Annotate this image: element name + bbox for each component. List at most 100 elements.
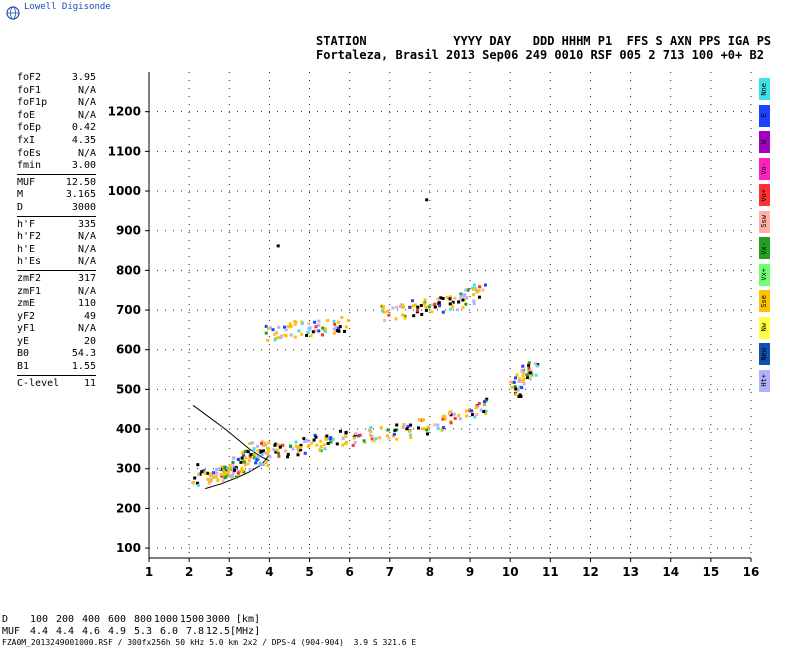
echo-point — [484, 283, 487, 287]
echo-point — [525, 373, 529, 377]
echo-point — [299, 446, 303, 450]
echo-point — [344, 430, 348, 434]
echo-point — [482, 401, 486, 405]
table-row: MUF 4.4 4.4 4.6 4.9 5.3 6.0 7.8 12.5 [MHz] — [2, 626, 260, 638]
echo-point — [264, 324, 268, 328]
echo-point — [252, 448, 256, 452]
echo-point — [237, 469, 240, 473]
echo-point — [403, 314, 407, 318]
x-tick-label: 12 — [582, 565, 599, 579]
echo-point — [386, 309, 389, 313]
echo-point — [299, 448, 302, 452]
echo-point — [311, 330, 315, 334]
echo-point — [329, 436, 333, 440]
echo-point — [401, 305, 405, 309]
echo-point — [472, 302, 476, 305]
echo-point — [303, 451, 307, 455]
echo-point — [341, 443, 345, 447]
param-value: N/A — [77, 97, 96, 109]
grid-lines — [149, 72, 752, 558]
echo-point — [208, 479, 212, 483]
echo-point — [300, 332, 304, 336]
echo-point — [393, 428, 397, 432]
echo-point — [221, 479, 225, 483]
echo-point — [425, 428, 429, 432]
echo-point — [416, 308, 420, 312]
legend-swatch: Vx- — [759, 237, 770, 259]
echo-point — [421, 418, 425, 422]
echo-point — [337, 320, 340, 324]
y-tick-label: 700 — [116, 303, 141, 317]
echo-point — [387, 313, 391, 317]
echo-point — [232, 465, 236, 468]
echo-point — [286, 452, 290, 456]
echo-point — [271, 328, 275, 332]
echo-point — [443, 417, 447, 421]
echo-point — [391, 306, 395, 310]
echo-point — [520, 386, 524, 390]
echo-point — [246, 450, 250, 454]
echo-point — [514, 376, 517, 380]
y-tick-label: 800 — [116, 263, 141, 277]
table-cell: [MHz] — [230, 626, 261, 637]
legend-swatch: W — [759, 131, 770, 153]
echo-point — [512, 380, 516, 384]
echo-point — [294, 444, 298, 448]
echo-point — [472, 293, 476, 297]
param-value: N/A — [77, 231, 96, 243]
param-row: foF1p N/A — [17, 97, 96, 110]
echo-point — [422, 302, 426, 306]
echo-point — [339, 429, 342, 433]
echo-point — [215, 471, 219, 475]
echo-point — [448, 412, 452, 415]
echo-point — [223, 470, 227, 474]
echo-point — [242, 460, 246, 464]
echo-point — [297, 445, 301, 449]
echo-point — [463, 298, 467, 302]
param-name: M — [17, 189, 24, 201]
echo-point — [289, 324, 293, 328]
echo-point — [303, 440, 307, 443]
echo-point — [448, 302, 452, 306]
legend-swatch: Vx+ — [759, 263, 770, 286]
legend-label: Ssw — [760, 215, 768, 228]
echo-point — [260, 453, 264, 456]
x-tick-label: 6 — [345, 565, 353, 579]
globe-icon — [6, 6, 20, 20]
param-name: h'F — [17, 218, 36, 230]
echo-point — [527, 366, 531, 370]
echo-point — [239, 460, 243, 464]
echo-point — [299, 443, 303, 447]
echo-point — [266, 464, 270, 468]
echo-point — [421, 427, 425, 431]
echo-point — [426, 425, 430, 429]
echo-point — [274, 450, 278, 454]
y-tick-label: 1100 — [108, 144, 141, 158]
echo-point — [521, 374, 525, 378]
param-separator — [17, 269, 96, 271]
echo-point — [379, 426, 383, 429]
param-name: fxI — [17, 134, 36, 146]
echo-point — [451, 305, 455, 309]
x-tick-label: 7 — [386, 565, 394, 579]
param-row: D 3000 — [17, 202, 96, 215]
x-tick-label: 15 — [703, 565, 720, 579]
echo-point — [420, 313, 424, 316]
echo-point — [517, 395, 521, 398]
param-row: M 3.165 — [17, 189, 96, 202]
echo-point — [332, 327, 336, 331]
param-row: zmF2 317 — [17, 273, 96, 286]
echo-point — [439, 296, 443, 300]
echo-point — [395, 305, 399, 309]
echo-point — [258, 461, 262, 465]
echo-point — [212, 475, 216, 479]
echo-point — [281, 443, 285, 447]
echo-point — [411, 304, 415, 308]
param-value: N/A — [77, 243, 96, 255]
param-value: N/A — [77, 323, 96, 335]
echo-point — [526, 376, 529, 379]
echo-point — [239, 469, 243, 473]
echo-point — [391, 434, 395, 438]
echo-point — [251, 453, 255, 457]
echo-point — [309, 334, 313, 338]
